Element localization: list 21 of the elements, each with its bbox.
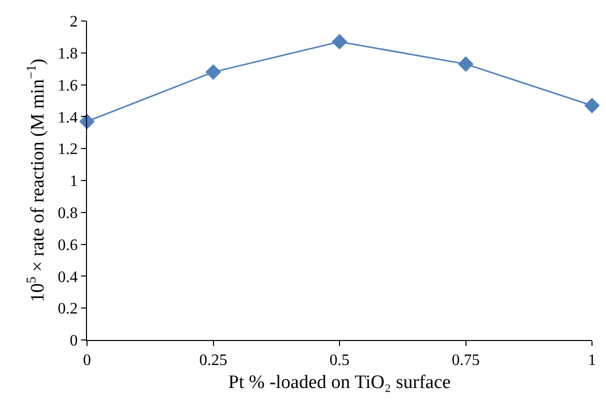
x-tick-label: 1: [588, 352, 596, 370]
x-tick-label: 0.75: [452, 352, 480, 370]
y-tick-label: 1.4: [58, 109, 78, 126]
point: [205, 64, 222, 80]
x-tick-label: 0.5: [330, 352, 350, 370]
y-tick-label: 1: [70, 173, 78, 190]
y-tick-label: 0.8: [58, 205, 78, 222]
x-tick-label: 0.25: [199, 352, 228, 370]
y-tick-label: 0.6: [58, 236, 78, 254]
y-tick-label: 1.2: [58, 141, 78, 158]
y-tick-label: 0.4: [58, 268, 78, 286]
y-tick-label: 1.8: [58, 46, 78, 62]
y-tick-label: 0.2: [58, 300, 78, 318]
x-tick-label: 0: [83, 352, 91, 370]
y-tick-label: 1.6: [58, 77, 78, 94]
x-axis-title: Pt % -loaded on TiO₂ surface: [228, 372, 451, 393]
point: [584, 98, 600, 114]
y-tick-label: 2: [70, 14, 78, 31]
y-tick-label: 0: [70, 332, 78, 350]
point: [458, 56, 474, 72]
point: [332, 34, 348, 50]
